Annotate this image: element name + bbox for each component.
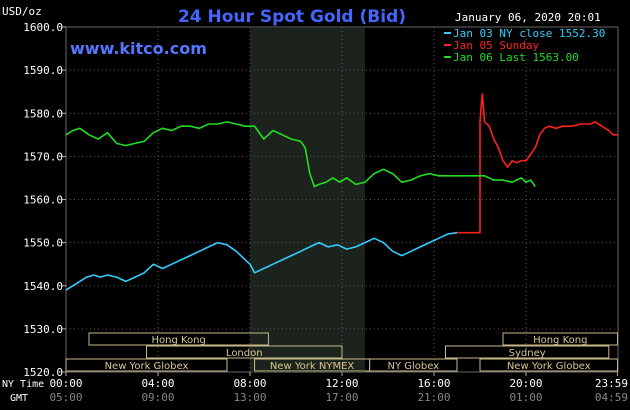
session-label: Hong Kong [533, 335, 587, 346]
grid-lines [66, 27, 618, 372]
watermark-url: www.kitco.com [70, 39, 207, 58]
x-tick-ny: 08:00 [233, 377, 266, 390]
legend-item: Jan 06 Last 1563.00 [453, 51, 579, 64]
x-tick-ny: 12:00 [325, 377, 358, 390]
ny-time-label: NY Time [2, 379, 44, 390]
y-tick-label: 1560.0 [23, 194, 63, 207]
nymex-session-shade [250, 28, 365, 372]
x-tick-gmt: 13:00 [233, 391, 266, 404]
series-line-2 [457, 93, 618, 234]
x-tick-ny: 00:00 [49, 377, 82, 390]
series-line-1 [65, 231, 458, 291]
y-tick-label: 1530.0 [23, 323, 63, 336]
chart-timestamp: January 06, 2020 20:01 [455, 11, 601, 24]
x-tick-gmt: 01:00 [509, 391, 542, 404]
chart-title: 24 Hour Spot Gold (Bid) [178, 7, 406, 27]
y-tick-labels: 1600.0 1590.0 1580.0 1570.0 1560.0 1550.0 1540… [23, 21, 66, 379]
x-tick-ny: 20:00 [509, 377, 542, 390]
y-tick-label: 1600.0 [23, 21, 63, 34]
y-tick-label: 1570.0 [23, 150, 63, 163]
x-tick-ny: 23:59 [595, 377, 628, 390]
x-tick-gmt: 21:00 [417, 391, 450, 404]
legend-item: Jan 03 NY close 1552.30 [453, 27, 605, 40]
price-series [65, 93, 618, 291]
y-tick-label: 1520.0 [23, 366, 63, 379]
x-tick-ny: 04:00 [141, 377, 174, 390]
x-tick-gmt: 09:00 [141, 391, 174, 404]
x-tick-ny: 16:00 [417, 377, 450, 390]
x-tick-gmt: 05:00 [49, 391, 82, 404]
session-box [88, 332, 269, 346]
market-sessions: Hong Kong London New York Globex New York N… [65, 332, 619, 372]
session-box [502, 332, 619, 346]
session-box [445, 345, 610, 359]
session-box [65, 358, 228, 372]
session-label: Hong Kong [152, 335, 206, 346]
x-tick-gmt: 17:00 [325, 391, 358, 404]
session-box [146, 345, 343, 359]
session-label: NY Globex [387, 361, 439, 372]
y-tick-label: 1540.0 [23, 280, 63, 293]
legend-item: Jan 05 Sunday [453, 39, 539, 52]
session-box [479, 358, 619, 372]
y-axis-unit: USD/oz [2, 5, 42, 18]
x-tick-gmt: 04:59 [595, 391, 628, 404]
session-box [369, 358, 458, 372]
series-line-3 [65, 121, 536, 188]
y-tick-label: 1590.0 [23, 64, 63, 77]
y-tick-label: 1580.0 [23, 107, 63, 120]
session-label: Sydney [509, 348, 546, 359]
session-label: New York NYMEX [270, 361, 355, 372]
gmt-label: GMT [10, 393, 28, 404]
y-tick-label: 1550.0 [23, 237, 63, 250]
session-label: New York Globex [507, 361, 591, 372]
session-label: New York Globex [105, 361, 189, 372]
session-label: London [226, 348, 263, 359]
